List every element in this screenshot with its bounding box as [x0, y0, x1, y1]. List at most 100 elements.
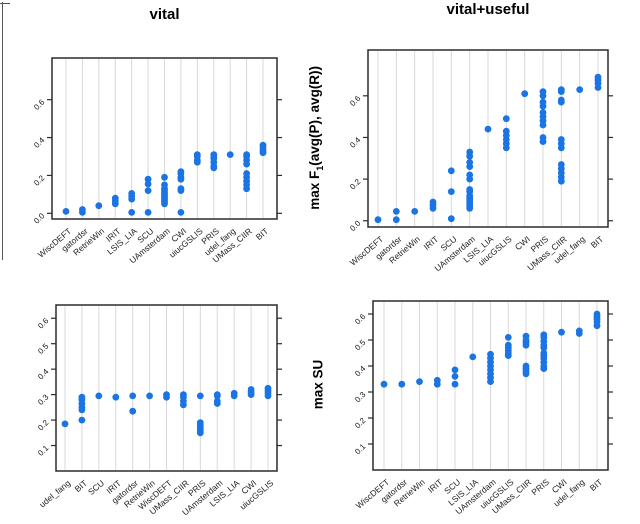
data-point: [78, 393, 86, 401]
data-point: [144, 175, 152, 183]
data-point: [196, 419, 204, 426]
data-points: [62, 141, 267, 216]
data-point: [540, 349, 548, 357]
y-tick-label: 0.5: [36, 341, 51, 356]
data-point: [177, 168, 185, 176]
x-category-label: IRIT: [422, 234, 441, 252]
data-point: [79, 206, 86, 213]
data-point: [521, 90, 529, 98]
data-point: [95, 392, 103, 400]
y-tick-label: 0.0: [32, 211, 47, 226]
y-ticks: 0.0 0.2 0.4 0.6: [32, 97, 282, 226]
data-point: [128, 190, 136, 197]
data-point: [466, 159, 474, 166]
data-point: [522, 332, 530, 340]
y-tick-label: 0.2: [32, 173, 47, 188]
y-tick-label: 0.1: [36, 443, 51, 458]
data-point: [466, 171, 474, 179]
data-point: [539, 88, 547, 95]
data-point: [447, 215, 455, 223]
data-point: [447, 167, 455, 175]
data-point: [177, 209, 185, 216]
data-point: [466, 148, 474, 156]
x-category-label: SCU: [86, 478, 106, 497]
data-point: [163, 391, 170, 398]
y-tick-label: 0.2: [348, 177, 363, 192]
data-point: [502, 127, 510, 135]
data-point: [576, 86, 584, 93]
data-point: [259, 141, 267, 149]
y-tick-label: 0.2: [36, 418, 51, 433]
data-points: [374, 73, 602, 224]
gridlines: [64, 306, 269, 470]
y-tick-label: 0.4: [36, 367, 51, 382]
data-point: [161, 181, 168, 189]
data-point: [112, 393, 120, 401]
y-tick-label: 0.3: [36, 392, 51, 407]
data-point: [128, 209, 136, 216]
plot-border: [55, 304, 278, 472]
data-point: [230, 389, 238, 397]
y-tick-label: 0.0: [348, 218, 363, 233]
data-points: [61, 384, 272, 437]
plot-border: [372, 300, 609, 471]
data-point: [594, 73, 602, 81]
y-ticks: 0.0 0.2 0.4 0.6: [348, 93, 613, 233]
x-category-label: PRIS: [529, 477, 551, 498]
data-point: [380, 380, 388, 388]
x-category-label: BIT: [588, 477, 605, 493]
data-point: [111, 194, 119, 202]
data-point: [193, 151, 201, 159]
data-point: [247, 386, 255, 393]
data-point: [451, 373, 459, 380]
data-point: [540, 331, 548, 339]
plot-border: [51, 57, 278, 220]
data-point: [502, 115, 510, 123]
y-tick-label: 0.6: [32, 97, 47, 112]
data-point: [243, 151, 251, 159]
data-point: [213, 397, 221, 405]
data-point: [466, 186, 474, 193]
data-point: [411, 208, 419, 215]
data-point: [429, 198, 437, 206]
data-point: [504, 341, 512, 349]
data-point: [558, 328, 565, 336]
y-ticks: 0.1 0.2 0.3 0.4 0.5 0.6: [353, 312, 613, 457]
x-category-label: udel_fang: [37, 478, 72, 510]
data-point: [469, 353, 477, 361]
data-point: [557, 161, 565, 168]
data-point: [78, 416, 86, 424]
data-point: [62, 208, 70, 215]
panel-su-vital: 0.1 0.2 0.3 0.4 0.5 0.6 udel_fang BITSCUIRITgat…: [36, 304, 282, 518]
data-point: [210, 151, 218, 159]
data-point: [180, 391, 187, 398]
gridlines: [383, 302, 598, 469]
column-title-vital: vital: [149, 6, 180, 23]
data-point: [575, 327, 583, 335]
data-point: [196, 392, 204, 400]
x-category-label: BIT: [589, 234, 606, 250]
y-tick-label: 0.2: [353, 416, 368, 431]
data-point: [593, 310, 601, 318]
x-category-label: CWI: [513, 234, 532, 252]
data-point: [451, 380, 459, 388]
x-category-labels: WiscDEFTgatordsrRetrieWinIRITLSIS_LIASCU…: [36, 226, 271, 266]
y-tick-label: 0.3: [353, 390, 368, 405]
y-tick-label: 0.4: [348, 135, 363, 150]
data-point: [433, 376, 441, 384]
data-point: [226, 151, 234, 159]
y-tick-label: 0.4: [353, 364, 368, 379]
x-category-label: uiucGSLIS: [167, 226, 205, 260]
gridlines: [377, 51, 599, 226]
data-point: [392, 216, 400, 224]
x-category-labels: udel_fang BITSCUIRITgatordsrRetrieWinWisc…: [37, 478, 275, 518]
y-tick-label: 0.1: [353, 442, 368, 457]
data-point: [95, 202, 103, 210]
panel-su-vital-useful: 0.1 0.2 0.3 0.4 0.5 0.6 WiscDEFTgatordsrRetrie…: [353, 300, 613, 517]
data-point: [504, 334, 512, 341]
panel-f1-vital: 0.0 0.2 0.4 0.6 WiscDEFTgatordsrRetrieWinIRI…: [32, 57, 282, 266]
data-point: [129, 407, 137, 415]
